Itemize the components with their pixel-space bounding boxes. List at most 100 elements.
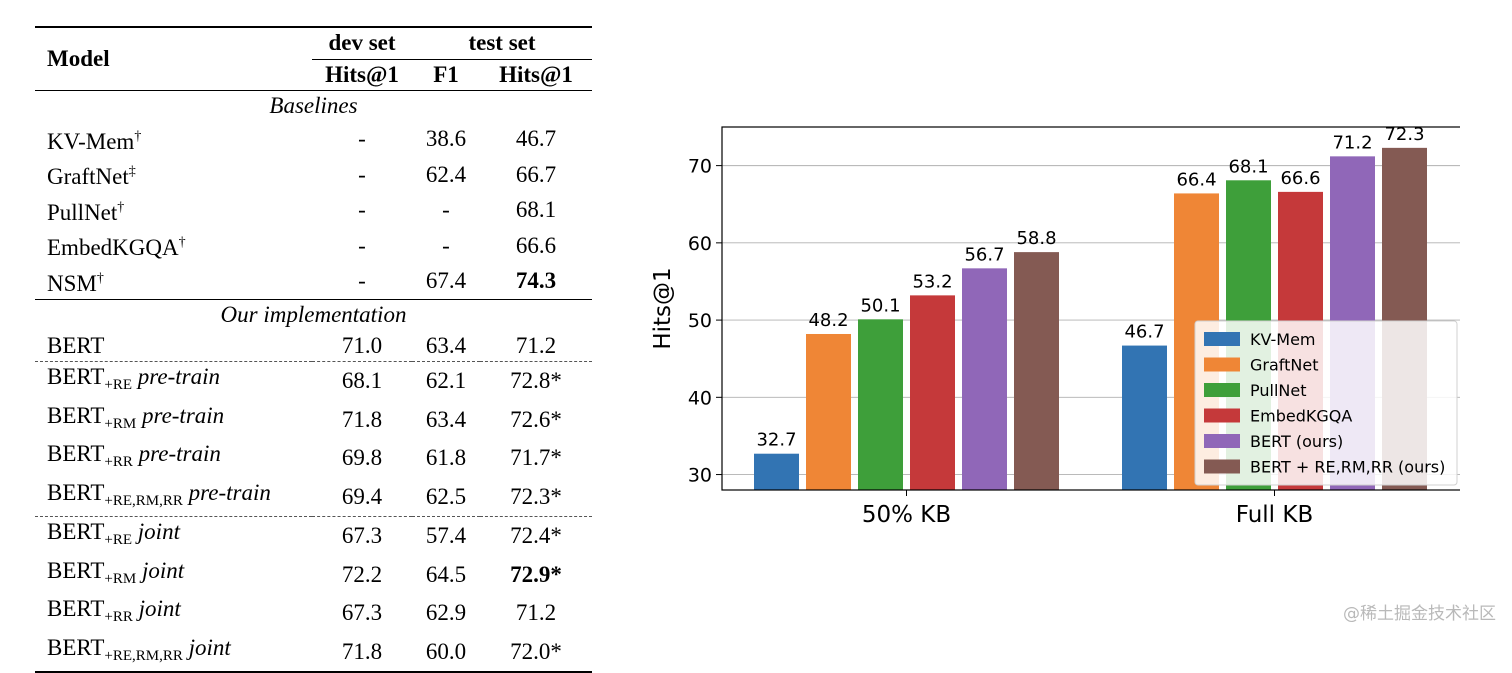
header-dev-hits: Hits@1 — [325, 61, 399, 87]
test-hits-cell: 71.7* — [510, 445, 562, 470]
test-hits-cell: 72.8* — [480, 361, 593, 401]
data-label: 56.7 — [964, 244, 1004, 265]
model-subscript: +RE — [104, 377, 133, 393]
data-label: 46.7 — [1124, 322, 1164, 343]
table-row: BERT+RM pre-train 71.8 63.4 72.6* — [35, 401, 592, 440]
legend-label: BERT (ours) — [1250, 432, 1343, 451]
data-label: 71.2 — [1332, 132, 1372, 153]
training-mode: pre-train — [188, 479, 271, 505]
dev-hits-cell: - — [358, 161, 366, 187]
training-mode: joint — [137, 519, 180, 544]
model-name: PullNet — [47, 199, 118, 225]
dev-hits-cell: 69.8 — [341, 445, 383, 470]
table-row: BERT+RE joint 67.3 57.4 72.4* — [35, 516, 593, 556]
y-tick-label: 70 — [688, 156, 712, 178]
test-hits-cell: 68.1 — [515, 197, 557, 222]
test-f1-cell: 62.4 — [425, 161, 467, 187]
model-superscript: † — [134, 128, 142, 144]
header-model: Model — [35, 26, 312, 91]
model-name: BERT — [47, 479, 105, 505]
model-name: BERT — [47, 441, 105, 466]
x-tick-label: Full KB — [1236, 502, 1314, 528]
model-name: BERT — [47, 557, 105, 583]
dev-hits-cell: - — [358, 232, 366, 258]
training-mode: joint — [138, 596, 181, 621]
model-name-cell: BERT+RR pre-train — [35, 439, 312, 478]
table-row: EmbedKGQA† - - 66.6 — [35, 228, 592, 264]
bar — [910, 295, 955, 490]
legend-label: KV-Mem — [1250, 330, 1316, 349]
bar — [754, 453, 799, 490]
table-row: NSM† - 67.4 74.3 — [35, 264, 592, 300]
model-name-cell: BERT+RE pre-train — [35, 361, 312, 401]
test-hits-cell: 72.9* — [510, 561, 562, 587]
training-mode: joint — [188, 634, 231, 660]
model-name-cell: PullNet† — [35, 193, 312, 229]
section-header-row: Our implementation — [35, 299, 593, 331]
test-hits-cell: 71.2 — [515, 332, 557, 358]
plot-frame — [721, 126, 1460, 491]
table-row: BERT+RR pre-train 69.8 61.8 71.7* — [35, 439, 592, 478]
model-subscript: +RM — [104, 570, 137, 587]
test-hits-cell: 46.7 — [515, 126, 557, 151]
test-f1-cell: - — [442, 232, 450, 258]
legend-label: GraftNet — [1250, 356, 1319, 375]
model-name: GraftNet — [47, 164, 129, 189]
legend-swatch — [1204, 332, 1240, 346]
training-mode: pre-train — [138, 441, 221, 466]
model-name: KV-Mem — [47, 128, 135, 154]
test-hits-cell: 66.7 — [515, 161, 557, 187]
table-row: GraftNet‡ - 62.4 66.7 — [35, 157, 592, 193]
training-mode: pre-train — [137, 364, 220, 389]
dev-hits-cell: 69.4 — [341, 483, 383, 509]
model-name-cell: BERT+RM pre-train — [35, 401, 312, 440]
model-name: NSM — [47, 270, 97, 296]
model-name-cell: BERT+RE,RM,RR pre-train — [35, 478, 312, 517]
legend-swatch — [1204, 408, 1240, 423]
test-f1-cell: 67.4 — [425, 268, 467, 293]
table-row: BERT+RE,RM,RR pre-train 69.4 62.5 72.3* — [35, 478, 592, 517]
y-axis-label: Hits@1 — [650, 267, 676, 349]
test-f1-cell: 61.8 — [425, 445, 467, 470]
model-subscript: +RR — [104, 609, 133, 625]
data-label: 32.7 — [756, 430, 796, 451]
watermark: @稀土掘金技术社区 — [1343, 604, 1496, 624]
section-title: Baselines — [35, 90, 593, 122]
model-name-cell: BERT — [35, 331, 312, 362]
model-subscript: +RM — [104, 415, 137, 432]
header-test-hits: Hits@1 — [499, 61, 573, 87]
table-row: BERT+RM joint 72.2 64.5 72.9* — [35, 556, 592, 595]
test-f1-cell: 63.4 — [425, 406, 467, 432]
data-label: 50.1 — [860, 295, 900, 316]
model-superscript: † — [178, 235, 186, 250]
training-mode: joint — [141, 557, 185, 583]
dev-hits-cell: 71.8 — [341, 406, 383, 432]
test-hits-cell: 66.6 — [515, 232, 557, 258]
data-label: 66.6 — [1280, 168, 1320, 189]
y-tick-label: 50 — [688, 310, 712, 332]
header-test-set: test set — [412, 26, 593, 60]
model-name-cell: EmbedKGQA† — [35, 228, 312, 264]
test-hits-cell: 72.3* — [510, 483, 562, 509]
model-name: BERT — [47, 519, 105, 544]
test-hits-cell: 74.3 — [515, 268, 557, 293]
dev-hits-cell: - — [358, 197, 366, 222]
training-mode: pre-train — [141, 402, 225, 428]
header-row-2: Hits@1 F1 Hits@1 — [35, 59, 592, 91]
dev-hits-cell: - — [358, 268, 366, 293]
model-subscript: +RR — [104, 454, 133, 470]
model-name: EmbedKGQA — [47, 235, 179, 260]
test-f1-cell: 62.5 — [425, 483, 467, 509]
data-label: 58.8 — [1016, 228, 1056, 249]
model-name-cell: GraftNet‡ — [35, 157, 312, 193]
model-superscript: † — [117, 199, 125, 215]
model-name-cell: NSM† — [35, 264, 312, 300]
data-label: 72.3 — [1384, 124, 1424, 145]
model-name: BERT — [47, 402, 105, 428]
table-row: PullNet† - - 68.1 — [35, 193, 592, 229]
dev-hits-cell: - — [358, 126, 366, 151]
model-name-cell: BERT+RE,RM,RR joint — [35, 632, 312, 673]
legend-swatch — [1204, 357, 1240, 372]
test-f1-cell: 38.6 — [425, 126, 467, 151]
section-title: Our implementation — [35, 299, 593, 331]
